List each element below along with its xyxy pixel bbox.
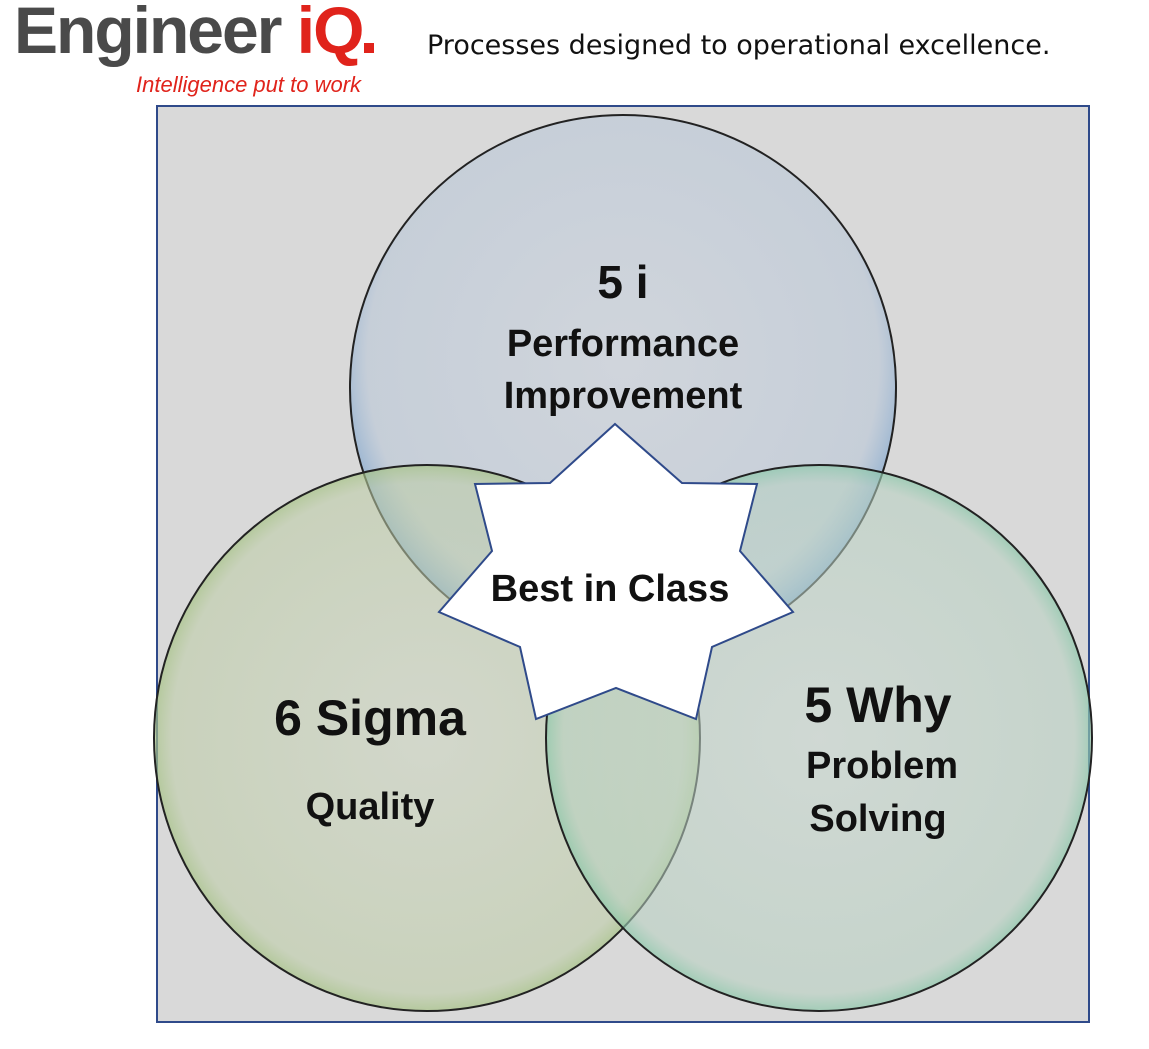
- brand-tagline: Intelligence put to work: [136, 72, 362, 97]
- circle-5i-subtitle-line1: Performance: [507, 323, 739, 365]
- circle-5-why-title: 5 Why: [804, 677, 951, 733]
- center-label: Best in Class: [491, 568, 730, 610]
- circle-5i-title: 5 i: [597, 256, 648, 308]
- brand-name: Engineer iQ: [14, 0, 375, 67]
- circle-5i-subtitle-line2: Improvement: [504, 375, 743, 417]
- brand-name-accent: iQ: [296, 0, 365, 67]
- circle-6-sigma-subtitle: Quality: [306, 786, 435, 828]
- best-in-class-star: [437, 422, 795, 721]
- brand-logo: Engineer iQ Intelligence put to work: [14, 0, 414, 100]
- circle-6-sigma-title: 6 Sigma: [274, 690, 467, 746]
- page-headline: Processes designed to operational excell…: [427, 30, 1051, 61]
- brand-dot-icon: [364, 43, 375, 53]
- brand-name-main: Engineer: [14, 0, 297, 67]
- circle-5-why-subtitle-line1: Problem: [806, 745, 958, 787]
- circle-5-why-subtitle-line2: Solving: [809, 798, 946, 840]
